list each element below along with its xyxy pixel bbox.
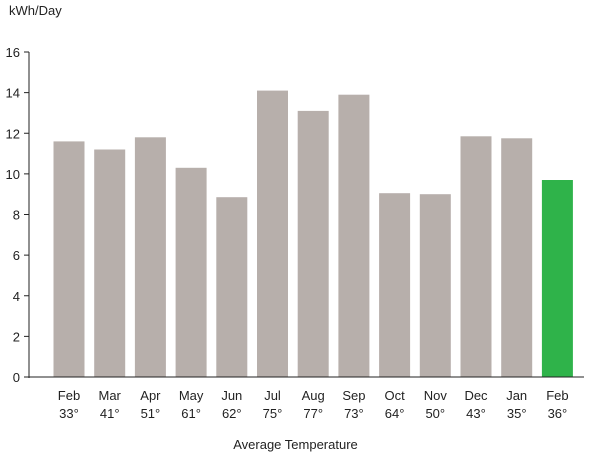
- y-tick-label-14: 14: [6, 86, 20, 101]
- bar-oct-8: [379, 193, 411, 377]
- x-tick-label-temperature-10: 43°: [466, 406, 486, 421]
- bar-nov-9: [419, 194, 451, 377]
- x-tick-label-month-6: Aug: [302, 388, 325, 403]
- y-tick-label-10: 10: [6, 167, 20, 182]
- x-tick-label-month-4: Jun: [221, 388, 242, 403]
- x-tick-label-temperature-8: 64°: [385, 406, 405, 421]
- y-tick-label-16: 16: [6, 45, 20, 60]
- x-tick-label-temperature-9: 50°: [425, 406, 445, 421]
- x-tick-label-temperature-1: 41°: [100, 406, 120, 421]
- y-tick-label-12: 12: [6, 126, 20, 141]
- x-tick-label-temperature-4: 62°: [222, 406, 242, 421]
- x-tick-label-month-0: Feb: [58, 388, 80, 403]
- x-tick-label-temperature-5: 75°: [263, 406, 283, 421]
- x-tick-label-month-7: Sep: [342, 388, 365, 403]
- x-tick-label-month-2: Apr: [140, 388, 161, 403]
- bar-may-3: [175, 167, 207, 377]
- x-tick-label-month-8: Oct: [384, 388, 405, 403]
- y-tick-label-4: 4: [13, 289, 20, 304]
- x-tick-label-temperature-2: 51°: [141, 406, 161, 421]
- x-axis: Feb 33° Mar 41° Apr 51° May 61° Jun 62° Jul 75° Aug 7…: [29, 376, 584, 421]
- x-tick-label-temperature-6: 77°: [303, 406, 323, 421]
- y-axis: 0 2 4 6 8 10 12 14 16: [6, 45, 30, 385]
- bar-aug-6: [297, 110, 329, 378]
- y-tick-label-2: 2: [13, 329, 20, 344]
- x-axis-title: Average Temperature: [233, 437, 358, 452]
- y-axis-unit-label: kWh/Day: [9, 3, 62, 18]
- x-tick-label-temperature-7: 73°: [344, 406, 364, 421]
- x-tick-label-temperature-0: 33°: [59, 406, 79, 421]
- x-tick-label-month-3: May: [179, 388, 204, 403]
- y-tick-label-6: 6: [13, 248, 20, 263]
- x-tick-label-temperature-12: 36°: [548, 406, 568, 421]
- x-tick-label-temperature-3: 61°: [181, 406, 201, 421]
- bar-jan-11: [501, 138, 533, 377]
- bar-feb-12: [541, 180, 573, 377]
- bar-sep-7: [338, 94, 370, 377]
- y-tick-label-0: 0: [13, 370, 20, 385]
- x-tick-label-month-9: Nov: [424, 388, 448, 403]
- bar-apr-2: [134, 137, 166, 377]
- bar-mar-1: [94, 149, 126, 377]
- bars-group: [53, 90, 573, 378]
- x-tick-label-month-12: Feb: [546, 388, 568, 403]
- x-tick-label-temperature-11: 35°: [507, 406, 527, 421]
- y-tick-label-8: 8: [13, 208, 20, 223]
- x-tick-label-month-11: Jan: [506, 388, 527, 403]
- bar-feb-0: [53, 141, 85, 377]
- x-tick-label-month-1: Mar: [99, 388, 122, 403]
- bar-jun-4: [216, 197, 248, 377]
- bar-dec-10: [460, 136, 492, 377]
- bar-jul-5: [257, 90, 288, 377]
- x-tick-label-month-5: Jul: [264, 388, 281, 403]
- x-tick-label-month-10: Dec: [464, 388, 488, 403]
